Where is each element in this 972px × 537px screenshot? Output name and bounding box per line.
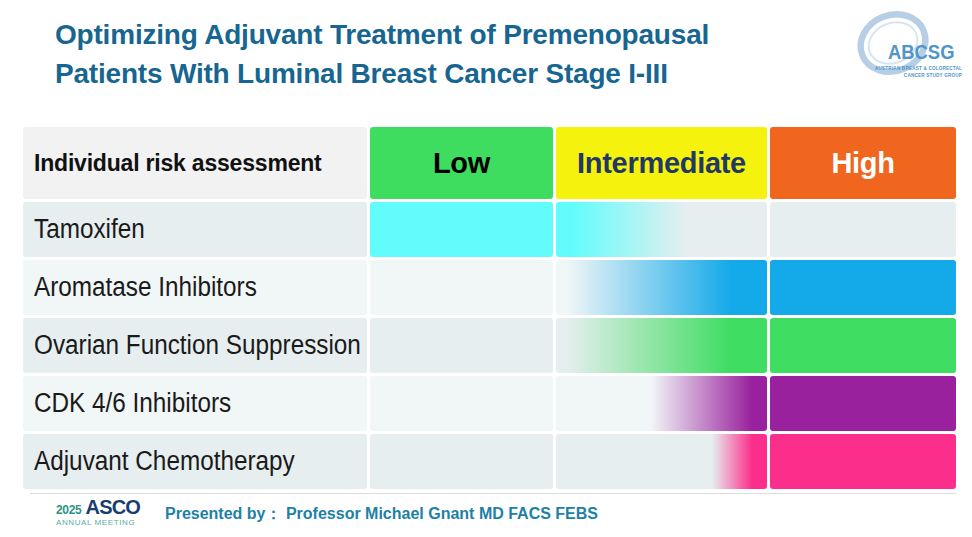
asco-annual-meeting: ANNUAL MEETING (56, 519, 140, 527)
table-bottom-divider (30, 493, 956, 494)
bar-chemo-high (770, 434, 956, 489)
bar-cdk-low (370, 376, 553, 431)
bar-chemo-intermediate (556, 434, 767, 489)
row-label-cdk-inhibitors: CDK 4/6 Inhibitors (23, 376, 367, 431)
bar-aromatase-intermediate (556, 260, 767, 315)
asco-year: 2025 (56, 504, 82, 516)
bar-chemo-low (370, 434, 553, 489)
row-label-ovarian-function-suppression: Ovarian Function Suppression (23, 318, 367, 373)
row-label-tamoxifen: Tamoxifen (23, 202, 367, 257)
row-label-adjuvant-chemotherapy: Adjuvant Chemotherapy (23, 434, 367, 489)
bar-aromatase-low (370, 260, 553, 315)
slide: Optimizing Adjuvant Treatment of Premeno… (0, 0, 972, 537)
asco-wordmark: ASCO (86, 497, 141, 517)
table-header-risk-assessment: Individual risk assessment (23, 127, 367, 199)
bar-tamoxifen-high (770, 202, 956, 257)
column-header-high: High (770, 127, 956, 199)
bar-tamoxifen-low (370, 202, 553, 257)
abcsg-wordmark: ABCSG (888, 41, 954, 64)
row-label-aromatase-inhibitors: Aromatase Inhibitors (23, 260, 367, 315)
presented-by: Presented by： Professor Michael Gnant MD… (165, 504, 598, 525)
column-header-low: Low (370, 127, 553, 199)
bar-tamoxifen-intermediate (556, 202, 767, 257)
bar-ofs-low (370, 318, 553, 373)
abcsg-tagline: AUSTRIAN BREAST & COLORECTAL CANCER STUD… (862, 66, 962, 79)
bar-cdk-high (770, 376, 956, 431)
bar-ofs-high (770, 318, 956, 373)
presenter-name: Professor Michael Gnant MD FACS FEBS (286, 505, 598, 522)
bar-ofs-intermediate (556, 318, 767, 373)
column-header-intermediate: Intermediate (556, 127, 767, 199)
abcsg-logo: ABCSG AUSTRIAN BREAST & COLORECTAL CANCE… (849, 5, 964, 101)
page-title-line2: Patients With Luminal Breast Cancer Stag… (55, 58, 668, 89)
abcsg-tagline-line1: AUSTRIAN BREAST & COLORECTAL (862, 66, 962, 73)
asco-logo: 2025 ASCO ANNUAL MEETING (56, 497, 140, 527)
page-title: Optimizing Adjuvant Treatment of Premeno… (55, 16, 845, 93)
bar-aromatase-high (770, 260, 956, 315)
abcsg-tagline-line2: CANCER STUDY GROUP (862, 73, 962, 80)
risk-table: Individual risk assessment Low Intermedi… (23, 127, 956, 489)
presented-by-label: Presented by： (165, 505, 281, 522)
bar-cdk-intermediate (556, 376, 767, 431)
page-title-line1: Optimizing Adjuvant Treatment of Premeno… (55, 19, 709, 50)
